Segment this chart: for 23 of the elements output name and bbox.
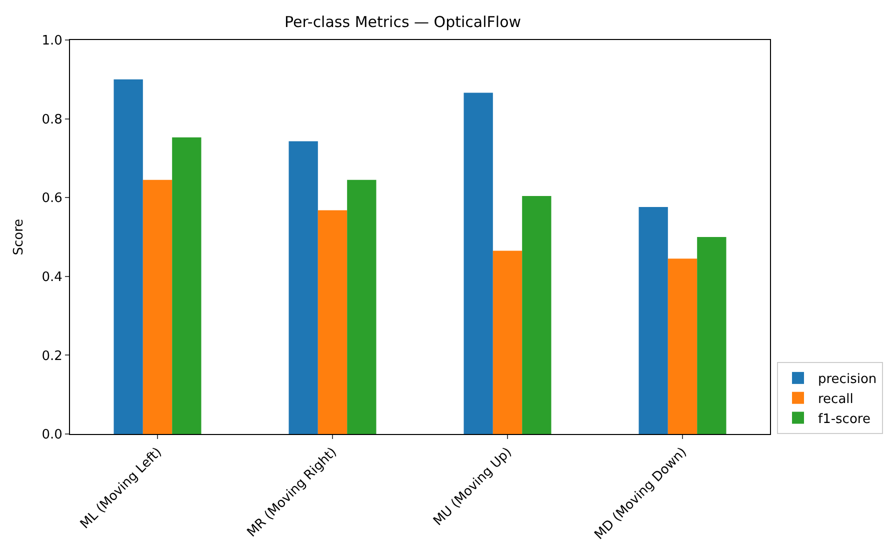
bar: [142, 180, 172, 434]
bar: [288, 141, 318, 434]
bar: [318, 210, 348, 434]
y-tick-label: 1.0: [42, 34, 62, 49]
y-axis-title: Score: [12, 218, 27, 256]
y-tick-label: 0.0: [42, 428, 62, 443]
bar: [464, 92, 493, 434]
bar: [697, 237, 726, 434]
bar: [668, 258, 698, 434]
legend-label: precision: [818, 372, 877, 388]
legend-label: recall: [818, 392, 854, 407]
bar: [638, 207, 668, 434]
y-tick-label: 0.2: [42, 348, 62, 364]
y-tick-label: 0.8: [42, 112, 62, 128]
y-tick-label: 0.4: [42, 270, 62, 285]
bar: [172, 137, 202, 434]
bar: [347, 180, 376, 434]
bar: [492, 250, 522, 434]
bar: [522, 196, 552, 434]
y-tick-label: 0.6: [42, 191, 62, 206]
legend-label: f1-score: [818, 412, 870, 427]
bar: [114, 79, 143, 434]
chart-title: Per-class Metrics — OpticalFlow: [284, 13, 522, 32]
